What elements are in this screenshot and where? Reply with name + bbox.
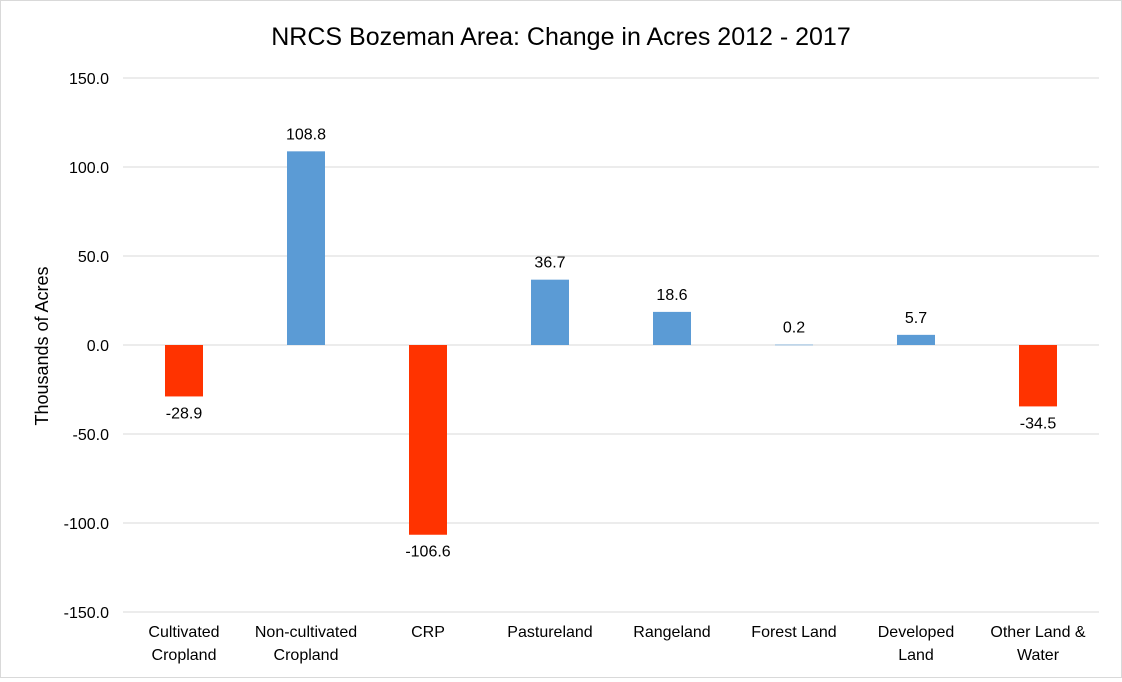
gridlines xyxy=(123,77,1099,613)
data-label: 36.7 xyxy=(534,255,565,272)
category-label: Pastureland xyxy=(507,624,592,641)
category-label: Developed Land xyxy=(878,624,955,664)
chart-title: NRCS Bozeman Area: Change in Acres 2012 … xyxy=(271,23,851,51)
bar xyxy=(897,334,935,345)
bar xyxy=(1019,345,1057,407)
bar xyxy=(653,311,691,345)
category-label: Cultivated Cropland xyxy=(148,624,219,664)
bar xyxy=(531,279,569,345)
y-tick-label: 50.0 xyxy=(78,249,109,266)
y-tick-label: -150.0 xyxy=(64,605,109,622)
y-axis-label: Thousands of Acres xyxy=(32,266,52,425)
y-tick-label: -50.0 xyxy=(73,427,110,444)
category-label: Non-cultivated Cropland xyxy=(255,624,357,664)
bar xyxy=(409,345,447,535)
category-label: Forest Land xyxy=(751,624,836,641)
bar xyxy=(775,344,813,346)
category-label: Other Land & Water xyxy=(990,624,1086,664)
data-label: -106.6 xyxy=(405,544,450,561)
y-tick-labels: 150.0 100.0 50.0 0.0 -50.0 -100.0 -150.0 xyxy=(64,71,109,622)
category-labels: Cultivated Cropland Non-cultivated Cropland… xyxy=(148,624,1085,664)
data-label: 18.6 xyxy=(656,287,687,304)
data-label: -28.9 xyxy=(166,405,203,422)
bar xyxy=(165,345,203,397)
y-tick-label: -100.0 xyxy=(64,516,109,533)
data-labels: -28.9 108.8 -106.6 36.7 18.6 0.2 5.7 -34.5 xyxy=(166,126,1057,560)
bar xyxy=(287,151,325,345)
category-label: CRP xyxy=(411,624,445,641)
y-tick-label: 100.0 xyxy=(69,160,109,177)
data-label: 5.7 xyxy=(905,310,927,327)
category-label: Rangeland xyxy=(633,624,710,641)
bars xyxy=(165,151,1057,535)
y-tick-label: 150.0 xyxy=(69,71,109,88)
y-tick-label: 0.0 xyxy=(87,338,109,355)
data-label: 0.2 xyxy=(783,320,805,337)
data-label: 108.8 xyxy=(286,126,326,143)
data-label: -34.5 xyxy=(1020,415,1057,432)
